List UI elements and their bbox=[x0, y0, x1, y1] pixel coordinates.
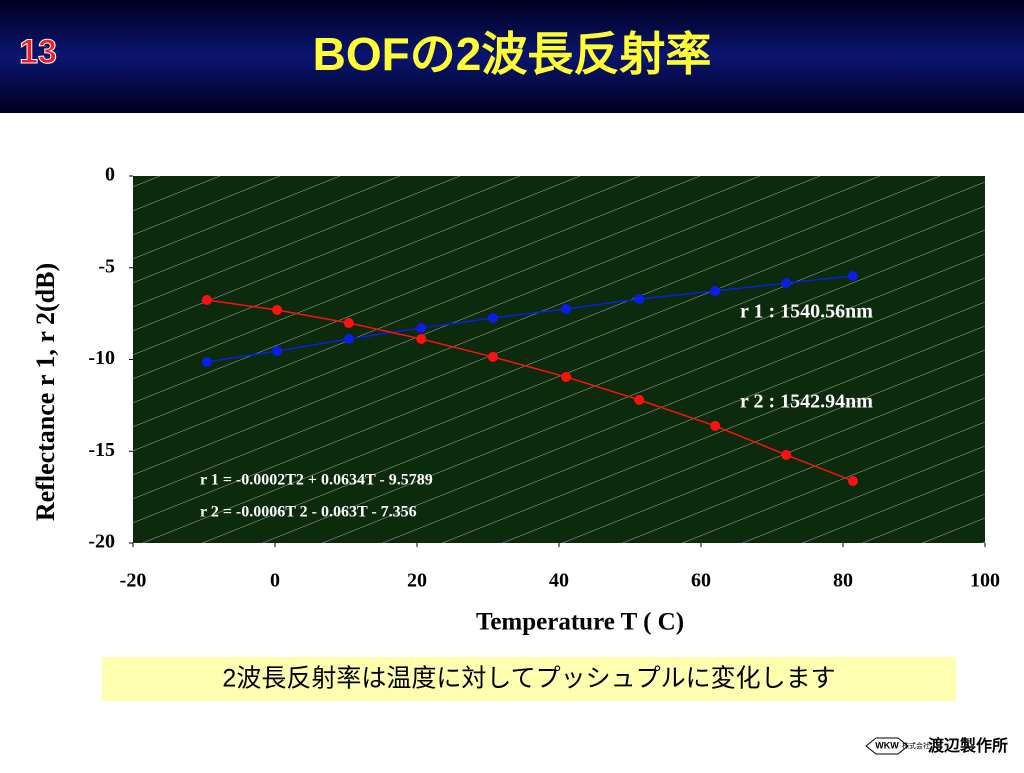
caption-box bbox=[102, 657, 956, 701]
logo-shape bbox=[865, 737, 909, 755]
point bbox=[201, 295, 212, 306]
point bbox=[416, 333, 427, 344]
point bbox=[201, 357, 212, 368]
caption: 2波長反射率は温度に対してプッシュプルに変化します bbox=[222, 665, 835, 693]
x-tick-label: 80 bbox=[833, 570, 853, 592]
x-tick-label: 0 bbox=[270, 570, 280, 592]
series-line bbox=[206, 299, 854, 482]
point bbox=[343, 317, 354, 328]
header-bar bbox=[0, 0, 1024, 113]
x-tick-label: 60 bbox=[691, 570, 711, 592]
series-label: r 2 : 1542.94nm bbox=[740, 391, 873, 413]
point bbox=[561, 371, 572, 382]
x-tick-label: 100 bbox=[970, 570, 1000, 592]
x-tick-label: 20 bbox=[407, 570, 427, 592]
point bbox=[781, 277, 792, 288]
point bbox=[416, 322, 427, 333]
y-axis-label: Reflectance r 1, r 2(dB) bbox=[31, 263, 60, 521]
equation: r 1 = -0.0002T2 + 0.0634T - 9.5789 bbox=[200, 472, 433, 489]
slide-title: BOFの2波長反射率 bbox=[313, 28, 712, 80]
point bbox=[634, 394, 645, 405]
point bbox=[343, 333, 354, 344]
y-tick-label: -5 bbox=[98, 255, 115, 277]
logo-mark: WKW bbox=[875, 740, 899, 750]
series-line bbox=[206, 275, 854, 363]
y-tick-label: -15 bbox=[88, 439, 115, 461]
logo-small: 株式会社 bbox=[902, 741, 930, 750]
series-label: r 1 : 1540.56nm bbox=[740, 301, 873, 323]
point bbox=[710, 420, 721, 431]
y-tick-label: -20 bbox=[88, 531, 115, 553]
point bbox=[847, 271, 858, 282]
x-axis-label: Temperature T ( C) bbox=[476, 609, 684, 636]
x-tick-label: -20 bbox=[120, 570, 147, 592]
point bbox=[487, 351, 498, 362]
point bbox=[781, 449, 792, 460]
y-tick-label: -10 bbox=[88, 347, 115, 369]
x-tick-label: 40 bbox=[549, 570, 569, 592]
point bbox=[710, 286, 721, 297]
point bbox=[561, 304, 572, 315]
point bbox=[487, 313, 498, 324]
point bbox=[847, 475, 858, 486]
point bbox=[634, 293, 645, 304]
point bbox=[272, 304, 283, 315]
y-tick-label: 0 bbox=[105, 164, 115, 186]
plot-area bbox=[133, 176, 985, 543]
point bbox=[272, 346, 283, 357]
equation: r 2 = -0.0006T 2 - 0.063T - 7.356 bbox=[200, 504, 417, 521]
logo-name: 渡辺製作所 bbox=[928, 736, 1008, 755]
slide-number: 13 bbox=[19, 33, 57, 71]
